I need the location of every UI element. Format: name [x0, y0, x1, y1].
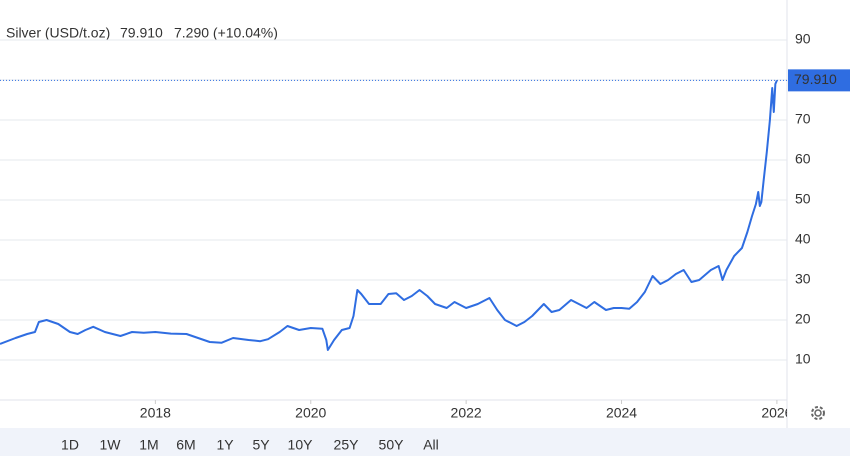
y-tick-label: 70 [795, 111, 811, 127]
last-price-box [788, 69, 850, 92]
settings-icon[interactable] [811, 406, 825, 420]
last-price-label: 79.910 [794, 71, 837, 87]
range-button[interactable]: 5Y [252, 437, 270, 453]
x-tick-label: 2026 [761, 405, 792, 421]
x-tick-label: 2022 [451, 405, 482, 421]
range-button[interactable]: 25Y [334, 437, 360, 453]
price-line [0, 79, 778, 351]
y-tick-label: 20 [795, 311, 811, 327]
header-price: 79.910 [120, 25, 163, 41]
y-tick-label: 90 [795, 31, 811, 47]
x-tick-label: 2020 [295, 405, 326, 421]
range-button[interactable]: All [423, 437, 439, 453]
y-tick-label: 50 [795, 191, 811, 207]
y-tick-label: 60 [795, 151, 811, 167]
y-tick-label: 40 [795, 231, 811, 247]
y-tick-label: 30 [795, 271, 811, 287]
range-button[interactable]: 50Y [379, 437, 405, 453]
x-tick-label: 2018 [140, 405, 171, 421]
x-tick-label: 2024 [606, 405, 637, 421]
header-change: 7.290 (+10.04%) [174, 25, 278, 41]
range-button[interactable]: 1W [100, 437, 122, 453]
range-button[interactable]: 1D [61, 437, 79, 453]
chart-title: Silver (USD/t.oz) [6, 25, 110, 41]
range-button[interactable]: 1M [139, 437, 158, 453]
range-button[interactable]: 10Y [288, 437, 314, 453]
range-button[interactable]: 1Y [216, 437, 234, 453]
range-button[interactable]: 6M [176, 437, 195, 453]
y-tick-label: 10 [795, 351, 811, 367]
range-bar [0, 428, 850, 456]
